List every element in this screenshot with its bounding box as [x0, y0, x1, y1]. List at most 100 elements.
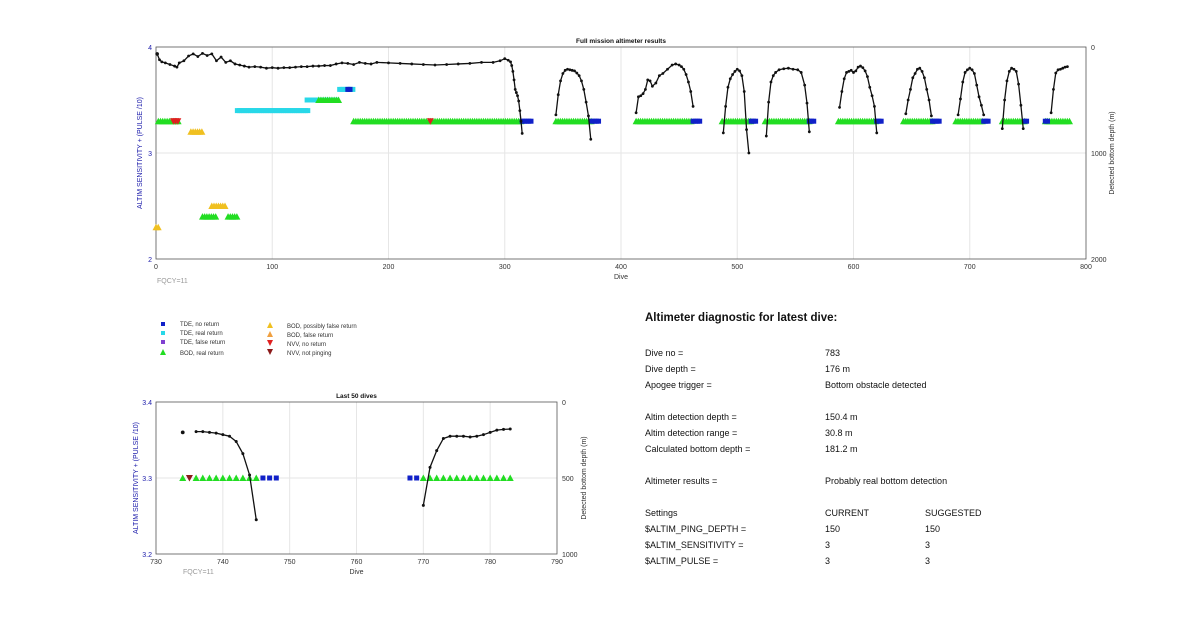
- legend-item-nvv-not-pinging: NVV, not pinging: [265, 349, 331, 357]
- bottom-depth-point: [961, 80, 965, 84]
- y-left-tick-label: 3: [148, 151, 152, 158]
- chart-title: Full mission altimeter results: [576, 38, 666, 45]
- bottom-depth-point: [311, 64, 315, 68]
- marker-tde_no_return: [1045, 118, 1051, 124]
- legend-label: BOD, real return: [180, 351, 224, 357]
- bottom-depth-point: [925, 88, 929, 91]
- marker-tde_no_return: [260, 475, 266, 481]
- bottom-depth-point: [410, 62, 414, 66]
- legend-shape: [267, 331, 273, 337]
- marker-tde_no_return: [407, 475, 413, 481]
- dive-depth-label: Dive depth =: [645, 364, 696, 374]
- bottom-depth-point: [654, 81, 658, 85]
- legend-label: BOD, false return: [287, 333, 334, 339]
- bottom-depth-point: [570, 68, 574, 72]
- x-axis-label: Dive: [614, 274, 628, 281]
- bottom-depth-point: [475, 434, 479, 438]
- bottom-depth-point: [455, 434, 459, 438]
- bottom-depth-point: [221, 433, 225, 437]
- bottom-depth-point: [468, 435, 472, 439]
- bottom-depth-point: [575, 71, 579, 75]
- bottom-depth-point: [726, 85, 730, 89]
- bottom-depth-point: [363, 62, 367, 65]
- bottom-depth-point: [807, 130, 811, 134]
- bottom-depth-point: [861, 66, 865, 70]
- bottom-depth-point: [182, 59, 186, 63]
- bottom-depth-point: [689, 90, 693, 93]
- marker-bod_real_return: [473, 474, 481, 481]
- bottom-depth-point: [234, 440, 238, 444]
- legend-shape: [160, 349, 166, 355]
- marker-bod_possibly_false_return: [198, 128, 206, 135]
- bottom-depth-point: [634, 111, 638, 115]
- sensitivity-suggested: 3: [925, 540, 931, 550]
- bottom-depth-point: [577, 74, 581, 78]
- marker-bod_real_return: [219, 474, 227, 481]
- bottom-depth-point: [1063, 65, 1067, 69]
- bottom-depth-point: [241, 452, 245, 456]
- bottom-depth-point: [873, 104, 876, 108]
- marker-tde_real_return: [350, 86, 356, 92]
- bottom-depth-point: [769, 80, 773, 84]
- bottom-depth-point: [155, 52, 159, 56]
- ping-depth-suggested: 150: [925, 524, 941, 534]
- bottom-depth-point: [728, 77, 732, 81]
- x-tick-label: 500: [731, 264, 743, 271]
- marker-bod_real_return: [239, 474, 247, 481]
- bottom-depth-line: [957, 67, 985, 115]
- bottom-depth-point: [517, 99, 521, 103]
- bottom-depth-point: [519, 119, 523, 123]
- bottom-depth-point: [973, 72, 976, 75]
- x-tick-label: 790: [551, 559, 563, 566]
- legend-item-bod-real-return: BOD, real return: [158, 349, 224, 357]
- results-value: Probably real bottom detection: [825, 476, 948, 486]
- bottom-depth-point: [849, 68, 853, 72]
- bottom-depth-point: [201, 51, 204, 55]
- bottom-depth-point: [173, 64, 177, 68]
- bottom-depth-point: [868, 85, 872, 89]
- bottom-depth-point: [207, 430, 211, 434]
- legend-shape: [267, 322, 273, 328]
- bottom-depth-point: [294, 65, 297, 69]
- legend-symbol-square: [158, 340, 168, 346]
- detection-range-label: Altim detection range =: [645, 428, 738, 438]
- marker-bod_possibly_false_return: [221, 202, 229, 209]
- legend-shape: [161, 340, 165, 344]
- legend-label: TDE, false return: [180, 340, 226, 346]
- legend-item-nvv-no-return: NVV, no return: [265, 340, 326, 348]
- x-tick-label: 200: [383, 264, 395, 271]
- bottom-depth-point: [480, 60, 483, 64]
- bottom-depth-point: [160, 60, 164, 64]
- bottom-depth-point: [966, 68, 969, 72]
- legend-shape: [161, 322, 165, 326]
- bottom-depth-point: [265, 66, 268, 70]
- bottom-depth-point: [852, 71, 855, 74]
- legend-item-tde-no-return: TDE, no return: [158, 322, 219, 328]
- bottom-depth-point: [508, 427, 512, 431]
- bottom-depth-point: [481, 433, 485, 437]
- bottom-depth-point: [229, 59, 232, 63]
- marker-bod_real_return: [453, 474, 461, 481]
- marker-bod_real_return: [212, 474, 220, 481]
- y-left-axis-label: ALTIM SENSITIVITY + (PULSE /10): [137, 97, 144, 209]
- bottom-depth-point: [970, 68, 974, 72]
- marker-tde_no_return: [697, 118, 703, 124]
- marker-tde_no_return: [985, 118, 991, 124]
- bottom-depth-point: [724, 104, 728, 108]
- bottom-depth-point: [563, 68, 567, 72]
- bottom-depth-point: [398, 62, 402, 65]
- bottom-depth-point: [568, 68, 572, 72]
- bottom-depth-point: [421, 503, 425, 507]
- bottom-depth-point: [661, 72, 665, 75]
- bottom-depth-point: [421, 63, 425, 66]
- marker-bod_real_return: [1066, 117, 1074, 125]
- bottom-depth-point: [215, 59, 218, 63]
- dive-depth-value: 176 m: [825, 364, 851, 374]
- bottom-depth-point: [774, 71, 778, 74]
- bottom-depth-point: [866, 75, 869, 79]
- bottom-depth-point: [369, 62, 373, 66]
- x-tick-label: 0: [154, 264, 158, 271]
- pulse-suggested: 3: [925, 556, 931, 566]
- y-right-tick-label: 0: [562, 400, 566, 407]
- bottom-depth-point: [842, 77, 846, 81]
